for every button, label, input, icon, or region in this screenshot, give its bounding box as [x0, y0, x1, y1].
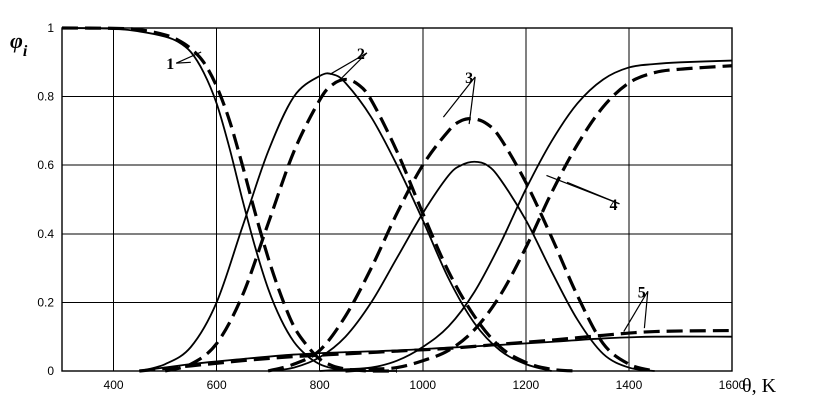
- x-tick-label: 1600: [719, 378, 746, 392]
- y-axis-symbol: φ: [10, 28, 23, 53]
- curve-label-pointer: [623, 290, 649, 332]
- curve-label: 2: [357, 46, 365, 63]
- curve-label-pointer: [339, 52, 368, 80]
- series-group: [61, 26, 733, 373]
- y-tick-label: 0.6: [37, 158, 54, 172]
- curve-label: 3: [465, 70, 473, 87]
- x-tick-label: 600: [207, 378, 227, 392]
- curve-label-pointer: [176, 61, 191, 64]
- x-axis-title: θ, K: [742, 375, 777, 397]
- x-tick-label: 1000: [409, 378, 436, 392]
- y-axis-subscript: i: [23, 43, 28, 60]
- series-line-solid: [319, 59, 733, 372]
- series-line-dashed: [345, 64, 733, 373]
- series-line-solid: [139, 72, 552, 372]
- series-line-dashed: [139, 328, 733, 373]
- x-tick-label: 1400: [616, 378, 643, 392]
- curve-label-pointer: [175, 51, 202, 64]
- y-tick-label: 0.4: [37, 227, 54, 241]
- curve-label-pointer: [643, 291, 649, 329]
- curve-label: 4: [609, 197, 617, 214]
- y-tick-label: 0.8: [37, 90, 54, 104]
- x-tick-label: 800: [310, 378, 330, 392]
- y-tick-label: 1: [47, 21, 54, 35]
- series-line-solid: [268, 160, 655, 372]
- x-tick-label: 1200: [512, 378, 539, 392]
- y-tick-label: 0.2: [37, 295, 54, 309]
- plot-frame: [61, 27, 733, 372]
- series-line-dashed: [61, 26, 398, 373]
- series-line-dashed: [267, 117, 656, 373]
- curve-label-pointer: [546, 174, 620, 205]
- curve-label-pointer: [442, 76, 476, 118]
- y-axis-title: φi: [10, 28, 28, 60]
- series-line-dashed: [164, 77, 578, 373]
- curve-labels: 1 2 3 4 5: [166, 46, 646, 301]
- curve-label: 1: [166, 56, 174, 73]
- curve-label-pointer: [329, 52, 368, 75]
- x-tick-label: 400: [104, 378, 124, 392]
- series-line-solid: [139, 335, 733, 372]
- curve-label: 5: [638, 284, 646, 301]
- y-tick-labels: 0 0.2 0.4 0.6 0.8 1: [37, 21, 54, 378]
- x-tick-labels: 400 600 800 1000 1200 1400 1600: [104, 378, 746, 392]
- curve-label-pointers: [175, 51, 649, 332]
- curve-label-pointer: [468, 76, 476, 125]
- y-tick-label: 0: [47, 364, 54, 378]
